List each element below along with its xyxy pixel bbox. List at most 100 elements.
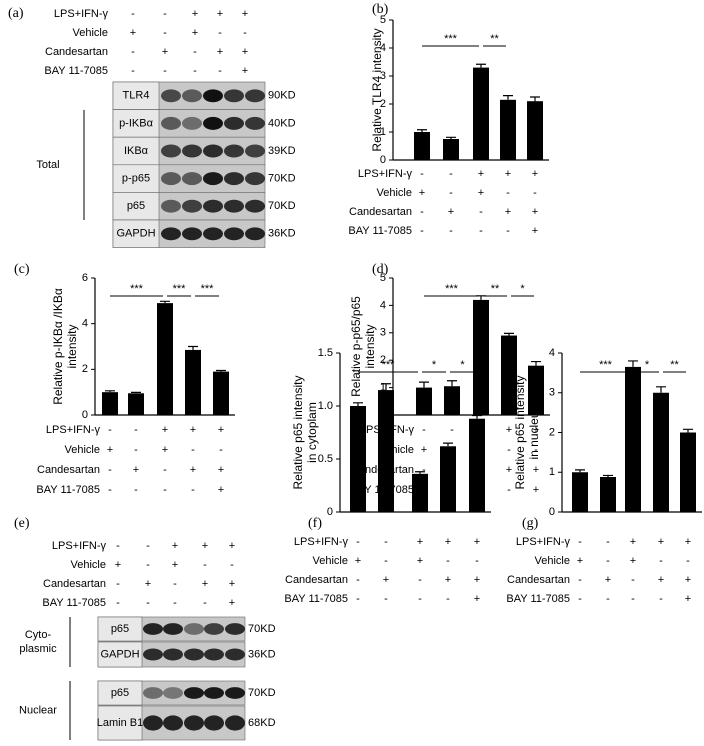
blot-band xyxy=(245,199,265,213)
blot-band xyxy=(161,172,181,186)
treatment-sign: - xyxy=(533,187,537,199)
panel-label: (f) xyxy=(308,516,322,531)
treatment-sign: - xyxy=(449,187,453,199)
treatment-sign: - xyxy=(384,555,388,567)
blot-band xyxy=(224,227,244,241)
treatment-sign: - xyxy=(218,65,222,77)
treatment-sign: + xyxy=(217,46,223,58)
bar xyxy=(473,299,489,415)
blot-band xyxy=(224,172,244,186)
treatment-sign: - xyxy=(449,225,453,237)
treatment-label: BAY 11-7085 xyxy=(36,484,100,496)
treatment-sign: + xyxy=(218,484,224,496)
blot-label-cell xyxy=(112,81,160,110)
y-tick-label: 2 xyxy=(380,98,386,110)
blot-band xyxy=(184,687,204,699)
bar xyxy=(414,132,430,160)
treatment-sign: + xyxy=(192,8,198,20)
treatment-sign: + xyxy=(229,578,235,590)
treatment-label: Candesartan xyxy=(43,578,106,590)
bar xyxy=(501,335,517,415)
treatment-sign: - xyxy=(163,464,167,476)
y-tick-label: 5 xyxy=(380,272,386,284)
treatment-sign: - xyxy=(163,484,167,496)
treatment-sign: + xyxy=(192,27,198,39)
treatment-sign: - xyxy=(446,593,450,605)
treatment-sign: - xyxy=(449,168,453,180)
treatment-sign: + xyxy=(172,559,178,571)
y-tick-label: 1.0 xyxy=(318,400,333,412)
bar xyxy=(680,432,696,512)
treatment-sign: - xyxy=(134,484,138,496)
error-bar xyxy=(603,474,613,478)
blot-band xyxy=(225,623,245,635)
treatment-label: Vehicle xyxy=(71,559,106,571)
significance-label: ** xyxy=(490,33,499,45)
protein-label: p-IKBα xyxy=(119,117,154,129)
blot-band xyxy=(224,199,244,213)
treatment-sign: - xyxy=(506,225,510,237)
blot-band xyxy=(143,623,163,635)
blot-band xyxy=(163,648,183,661)
treatment-sign: - xyxy=(108,464,112,476)
size-label: 39KD xyxy=(268,145,296,157)
blot-label-cell xyxy=(112,109,160,138)
bar xyxy=(440,446,456,512)
bar xyxy=(469,418,485,512)
treatment-sign: + xyxy=(383,574,389,586)
significance-label: * xyxy=(432,359,437,371)
significance-label: *** xyxy=(445,283,459,295)
treatment-sign: + xyxy=(162,444,168,456)
error-bar xyxy=(160,300,170,304)
treatment-sign: - xyxy=(163,65,167,77)
blot-band xyxy=(182,144,202,158)
treatment-sign: + xyxy=(218,464,224,476)
error-bar xyxy=(447,380,457,387)
treatment-sign: + xyxy=(107,444,113,456)
error-bar xyxy=(656,386,666,393)
significance-label: *** xyxy=(130,283,144,295)
treatment-sign: + xyxy=(474,593,480,605)
y-axis-label: in nucleus xyxy=(527,405,541,459)
error-bar xyxy=(417,129,427,132)
treatment-sign: + xyxy=(355,555,361,567)
treatment-sign: - xyxy=(203,559,207,571)
error-bar xyxy=(415,471,425,474)
significance-label: * xyxy=(520,283,525,295)
treatment-sign: - xyxy=(134,444,138,456)
treatment-sign: - xyxy=(420,225,424,237)
size-label: 70KD xyxy=(248,687,276,699)
treatment-sign: - xyxy=(173,578,177,590)
treatment-sign: - xyxy=(146,540,150,552)
bar xyxy=(500,99,516,160)
treatment-sign: - xyxy=(146,597,150,609)
treatment-sign: + xyxy=(474,536,480,548)
treatment-sign: + xyxy=(658,574,664,586)
y-tick-label: 3 xyxy=(380,70,386,82)
bar xyxy=(625,366,641,512)
treatment-sign: - xyxy=(356,593,360,605)
treatment-sign: + xyxy=(190,464,196,476)
group-label: plasmic xyxy=(19,643,57,655)
treatment-label: Candesartan xyxy=(285,574,348,586)
blot-label-cell xyxy=(97,616,143,642)
protein-label: GAPDH xyxy=(100,648,139,660)
size-label: 90KD xyxy=(268,90,296,102)
y-tick-label: 2 xyxy=(549,426,555,438)
significance-label: *** xyxy=(173,283,187,295)
y-tick-label: 1 xyxy=(380,382,386,394)
bar xyxy=(653,392,669,512)
blot-band xyxy=(245,144,265,158)
error-bar xyxy=(503,95,513,100)
blot-band xyxy=(224,144,244,158)
treatment-sign: - xyxy=(193,65,197,77)
treatment-sign: - xyxy=(384,536,388,548)
treatment-sign: - xyxy=(606,536,610,548)
bar xyxy=(213,371,229,415)
treatment-sign: - xyxy=(116,597,120,609)
blot-band xyxy=(182,116,202,130)
treatment-sign: + xyxy=(532,168,538,180)
treatment-label: Candesartan xyxy=(349,206,412,218)
blot-band xyxy=(245,116,265,130)
